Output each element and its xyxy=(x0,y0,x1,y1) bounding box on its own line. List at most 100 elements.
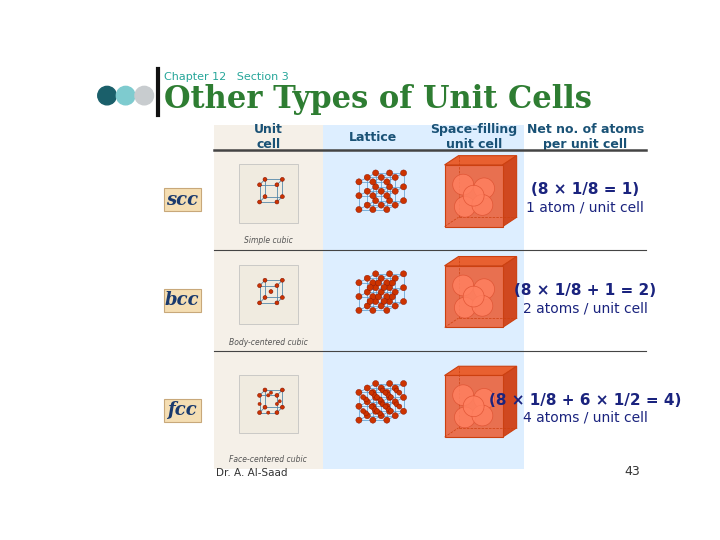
Circle shape xyxy=(392,385,398,391)
Circle shape xyxy=(356,389,362,395)
Circle shape xyxy=(364,289,370,295)
Circle shape xyxy=(474,279,495,300)
Circle shape xyxy=(372,381,379,387)
Circle shape xyxy=(387,408,392,414)
Circle shape xyxy=(356,417,362,423)
Bar xyxy=(423,150,524,249)
Circle shape xyxy=(367,298,373,305)
Circle shape xyxy=(392,289,398,295)
Circle shape xyxy=(454,297,475,318)
Circle shape xyxy=(377,411,382,416)
Circle shape xyxy=(135,86,153,105)
Circle shape xyxy=(361,395,366,400)
Circle shape xyxy=(384,294,390,300)
Circle shape xyxy=(372,394,379,401)
Circle shape xyxy=(364,303,370,309)
Circle shape xyxy=(384,179,390,185)
Polygon shape xyxy=(444,165,503,226)
Circle shape xyxy=(387,271,392,277)
Circle shape xyxy=(384,280,390,286)
FancyBboxPatch shape xyxy=(163,399,201,422)
Circle shape xyxy=(258,200,261,204)
Circle shape xyxy=(258,410,261,415)
Circle shape xyxy=(384,389,390,395)
Circle shape xyxy=(384,403,390,409)
Bar xyxy=(214,249,323,351)
Bar xyxy=(239,164,297,222)
Circle shape xyxy=(364,188,370,194)
Circle shape xyxy=(269,391,273,394)
Circle shape xyxy=(364,413,370,418)
Circle shape xyxy=(370,417,376,423)
Circle shape xyxy=(263,406,267,409)
Circle shape xyxy=(372,170,379,176)
Circle shape xyxy=(370,206,376,213)
Circle shape xyxy=(266,394,270,397)
Circle shape xyxy=(372,408,379,414)
Circle shape xyxy=(400,394,407,401)
Text: bcc: bcc xyxy=(165,292,199,309)
Circle shape xyxy=(463,286,484,307)
Circle shape xyxy=(370,403,376,409)
Text: Other Types of Unit Cells: Other Types of Unit Cells xyxy=(164,84,593,115)
Text: Body-centered cubic: Body-centered cubic xyxy=(229,338,307,347)
Bar xyxy=(323,150,423,249)
Circle shape xyxy=(474,178,495,199)
Circle shape xyxy=(263,195,267,199)
Circle shape xyxy=(98,86,117,105)
Circle shape xyxy=(383,390,388,395)
Circle shape xyxy=(453,385,474,406)
Circle shape xyxy=(364,202,370,208)
Circle shape xyxy=(275,394,279,397)
Text: 43: 43 xyxy=(624,464,640,477)
Bar xyxy=(214,150,323,249)
Circle shape xyxy=(278,400,282,403)
Bar xyxy=(323,125,524,150)
Circle shape xyxy=(364,411,369,416)
Circle shape xyxy=(258,284,261,288)
Circle shape xyxy=(389,409,394,414)
Circle shape xyxy=(400,271,407,277)
Circle shape xyxy=(364,397,369,402)
Circle shape xyxy=(394,388,399,393)
Circle shape xyxy=(386,393,391,397)
Circle shape xyxy=(356,294,362,300)
Bar xyxy=(323,249,423,351)
Circle shape xyxy=(263,388,267,392)
Bar xyxy=(214,125,323,150)
Circle shape xyxy=(400,198,407,204)
Text: Chapter 12   Section 3: Chapter 12 Section 3 xyxy=(164,72,289,83)
Circle shape xyxy=(370,307,376,314)
Circle shape xyxy=(400,381,407,387)
Circle shape xyxy=(356,206,362,213)
Text: scc: scc xyxy=(166,191,198,208)
Text: Unit
cell: Unit cell xyxy=(254,123,283,151)
Text: (8 × 1/8 + 6 × 1/2 = 4): (8 × 1/8 + 6 × 1/2 = 4) xyxy=(489,393,681,408)
Circle shape xyxy=(397,390,402,395)
Circle shape xyxy=(384,417,390,423)
Circle shape xyxy=(386,406,391,411)
Text: Face-centered cubic: Face-centered cubic xyxy=(229,455,307,464)
Circle shape xyxy=(392,174,398,180)
Circle shape xyxy=(381,285,387,291)
Circle shape xyxy=(384,206,390,213)
Circle shape xyxy=(392,275,398,281)
Circle shape xyxy=(275,183,279,187)
Circle shape xyxy=(392,399,398,405)
Circle shape xyxy=(378,303,384,309)
Circle shape xyxy=(378,289,384,295)
Circle shape xyxy=(372,198,379,204)
Circle shape xyxy=(258,394,261,397)
Text: 2 atoms / unit cell: 2 atoms / unit cell xyxy=(523,301,648,315)
Circle shape xyxy=(263,178,267,181)
Circle shape xyxy=(454,407,475,428)
Circle shape xyxy=(275,200,279,204)
Text: 1 atom / unit cell: 1 atom / unit cell xyxy=(526,200,644,214)
Text: Dr. A. Al-Saad: Dr. A. Al-Saad xyxy=(215,468,287,477)
Circle shape xyxy=(370,179,376,185)
Circle shape xyxy=(367,285,373,291)
Circle shape xyxy=(377,397,382,402)
Circle shape xyxy=(280,195,284,199)
Circle shape xyxy=(392,413,398,418)
Circle shape xyxy=(269,289,273,294)
